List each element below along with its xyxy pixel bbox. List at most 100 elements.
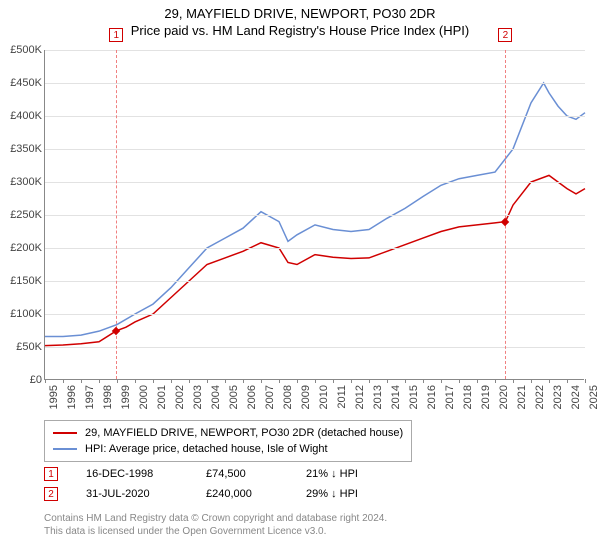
x-axis-label: 2002	[174, 385, 186, 409]
x-axis-tick	[549, 379, 550, 383]
x-axis-label: 2012	[354, 385, 366, 409]
x-axis-tick	[567, 379, 568, 383]
chart-container: 29, MAYFIELD DRIVE, NEWPORT, PO30 2DR Pr…	[0, 0, 600, 560]
x-axis-label: 2004	[210, 385, 222, 409]
x-axis-tick	[531, 379, 532, 383]
x-axis-tick	[387, 379, 388, 383]
gridline-h	[45, 248, 585, 249]
x-axis-tick	[351, 379, 352, 383]
y-axis-label: £200K	[10, 242, 42, 254]
x-axis-label: 1997	[84, 385, 96, 409]
chart-title: 29, MAYFIELD DRIVE, NEWPORT, PO30 2DR	[0, 6, 600, 21]
gridline-h	[45, 281, 585, 282]
y-axis-label: £450K	[10, 77, 42, 89]
x-axis-tick	[261, 379, 262, 383]
gridline-h	[45, 116, 585, 117]
x-axis-tick	[297, 379, 298, 383]
gridline-h	[45, 83, 585, 84]
x-axis-label: 2008	[282, 385, 294, 409]
x-axis-tick	[513, 379, 514, 383]
y-axis-label: £100K	[10, 308, 42, 320]
x-axis-label: 2007	[264, 385, 276, 409]
x-axis-label: 2001	[156, 385, 168, 409]
event-marker-2: 2	[44, 487, 58, 501]
x-axis-label: 2024	[570, 385, 582, 409]
x-axis-tick	[99, 379, 100, 383]
x-axis-label: 2006	[246, 385, 258, 409]
x-axis-label: 2023	[552, 385, 564, 409]
x-axis-tick	[279, 379, 280, 383]
x-axis-tick	[171, 379, 172, 383]
x-axis-label: 2019	[480, 385, 492, 409]
chart-plot-area: 12 £0£50K£100K£150K£200K£250K£300K£350K£…	[44, 50, 584, 380]
event-date-1: 16-DEC-1998	[86, 468, 206, 480]
x-axis-label: 2022	[534, 385, 546, 409]
event-number-box: 1	[109, 28, 123, 42]
event-row-1: 1 16-DEC-1998 £74,500 21% ↓ HPI	[44, 464, 426, 484]
event-delta-1: 21% ↓ HPI	[306, 468, 426, 480]
x-axis-label: 2010	[318, 385, 330, 409]
event-row-2: 2 31-JUL-2020 £240,000 29% ↓ HPI	[44, 484, 426, 504]
x-axis-tick	[189, 379, 190, 383]
x-axis-tick	[459, 379, 460, 383]
x-axis-tick	[225, 379, 226, 383]
x-axis-label: 2000	[138, 385, 150, 409]
x-axis-tick	[81, 379, 82, 383]
y-axis-label: £150K	[10, 275, 42, 287]
x-axis-label: 1995	[48, 385, 60, 409]
x-axis-label: 2003	[192, 385, 204, 409]
x-axis-label: 2018	[462, 385, 474, 409]
gridline-h	[45, 149, 585, 150]
x-axis-tick	[333, 379, 334, 383]
x-axis-tick	[243, 379, 244, 383]
event-price-1: £74,500	[206, 468, 306, 480]
event-date-2: 31-JUL-2020	[86, 488, 206, 500]
y-axis-label: £250K	[10, 209, 42, 221]
y-axis-label: £350K	[10, 143, 42, 155]
x-axis-tick	[63, 379, 64, 383]
x-axis-tick	[153, 379, 154, 383]
x-axis-label: 2021	[516, 385, 528, 409]
x-axis-tick	[423, 379, 424, 383]
y-axis-label: £400K	[10, 110, 42, 122]
y-axis-label: £500K	[10, 44, 42, 56]
x-axis-tick	[45, 379, 46, 383]
x-axis-label: 2005	[228, 385, 240, 409]
footer-line-1: Contains HM Land Registry data © Crown c…	[44, 512, 387, 525]
legend-item-property: 29, MAYFIELD DRIVE, NEWPORT, PO30 2DR (d…	[53, 425, 403, 441]
event-marker-1: 1	[44, 467, 58, 481]
gridline-h	[45, 347, 585, 348]
y-axis-label: £0	[30, 374, 42, 386]
x-axis-label: 2014	[390, 385, 402, 409]
x-axis-label: 2015	[408, 385, 420, 409]
event-price-2: £240,000	[206, 488, 306, 500]
x-axis-label: 2013	[372, 385, 384, 409]
legend: 29, MAYFIELD DRIVE, NEWPORT, PO30 2DR (d…	[44, 420, 412, 462]
x-axis-tick	[495, 379, 496, 383]
event-line	[505, 50, 506, 379]
x-axis-label: 2011	[336, 385, 348, 409]
x-axis-label: 2020	[498, 385, 510, 409]
y-axis-label: £50K	[16, 341, 42, 353]
x-axis-label: 2025	[588, 385, 600, 409]
x-axis-tick	[369, 379, 370, 383]
footer-attribution: Contains HM Land Registry data © Crown c…	[44, 512, 387, 538]
event-number-box: 2	[498, 28, 512, 42]
x-axis-tick	[207, 379, 208, 383]
gridline-h	[45, 182, 585, 183]
x-axis-tick	[585, 379, 586, 383]
x-axis-label: 1999	[120, 385, 132, 409]
events-table: 1 16-DEC-1998 £74,500 21% ↓ HPI 2 31-JUL…	[44, 464, 426, 504]
y-axis-label: £300K	[10, 176, 42, 188]
x-axis-label: 1998	[102, 385, 114, 409]
gridline-h	[45, 50, 585, 51]
legend-label-hpi: HPI: Average price, detached house, Isle…	[85, 443, 328, 455]
x-axis-tick	[441, 379, 442, 383]
series-line-hpi	[45, 83, 585, 336]
legend-swatch-hpi	[53, 448, 77, 450]
x-axis-tick	[405, 379, 406, 383]
x-axis-label: 1996	[66, 385, 78, 409]
legend-label-property: 29, MAYFIELD DRIVE, NEWPORT, PO30 2DR (d…	[85, 427, 403, 439]
x-axis-label: 2009	[300, 385, 312, 409]
plot-background: 12	[44, 50, 584, 380]
